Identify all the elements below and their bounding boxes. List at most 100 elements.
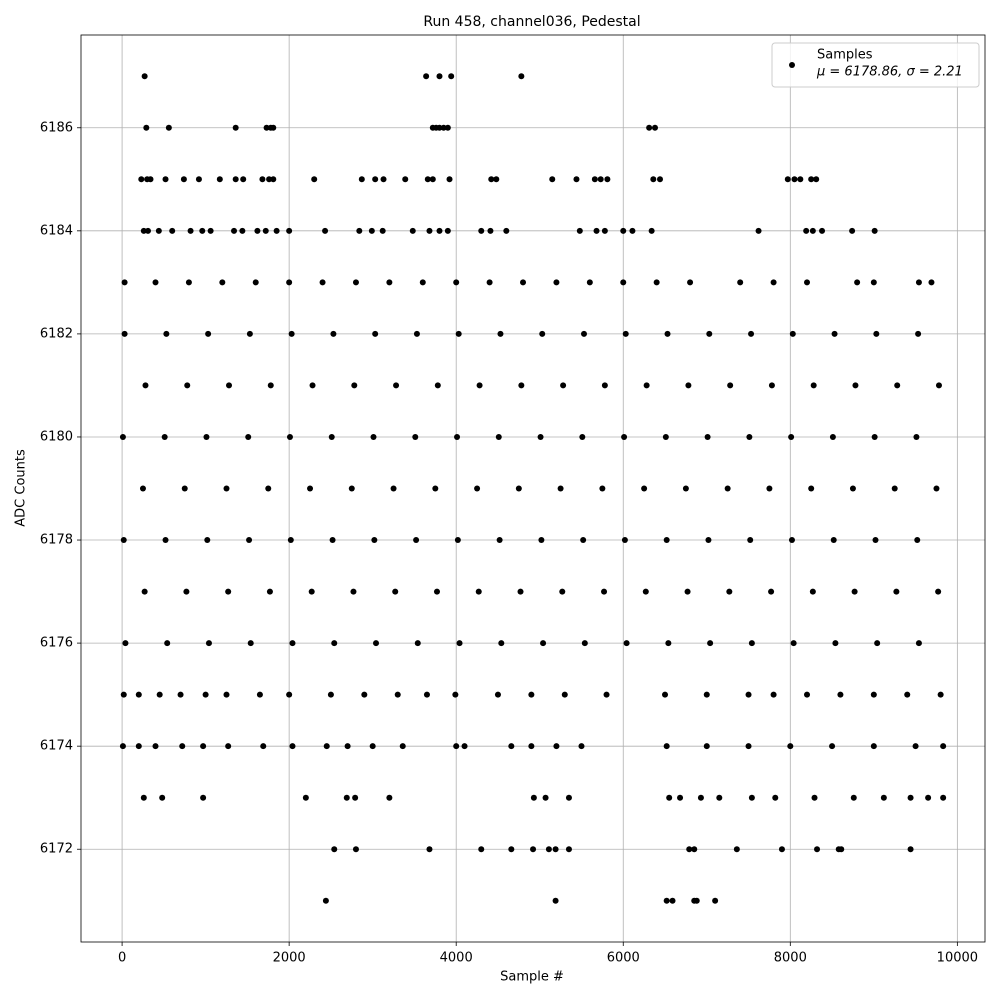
- data-point: [135, 691, 142, 698]
- y-tick-label: 6176: [40, 636, 73, 651]
- data-point: [256, 691, 263, 698]
- data-point: [152, 743, 159, 750]
- data-point: [629, 227, 636, 234]
- data-point: [621, 433, 628, 440]
- data-point: [423, 691, 430, 698]
- data-point: [849, 227, 856, 234]
- data-point: [829, 433, 836, 440]
- data-point: [579, 433, 586, 440]
- data-point: [164, 640, 171, 647]
- data-point: [872, 537, 879, 544]
- legend-stats: μ = 6178.86, σ = 2.21: [816, 65, 963, 80]
- data-point: [454, 537, 461, 544]
- data-point: [165, 124, 172, 131]
- data-point: [565, 794, 572, 801]
- data-point: [745, 743, 752, 750]
- data-point: [880, 794, 887, 801]
- data-point: [518, 382, 525, 389]
- data-point: [814, 846, 821, 853]
- data-point: [703, 691, 710, 698]
- data-point: [578, 743, 585, 750]
- data-point: [601, 588, 608, 595]
- data-point: [140, 794, 147, 801]
- data-point: [163, 330, 170, 337]
- data-point: [727, 382, 734, 389]
- data-point: [162, 537, 169, 544]
- data-point: [319, 279, 326, 286]
- data-point: [703, 743, 710, 750]
- data-point: [755, 227, 762, 234]
- data-point: [788, 433, 795, 440]
- data-point: [372, 176, 379, 183]
- data-point: [664, 330, 671, 337]
- data-point: [830, 537, 837, 544]
- data-point: [685, 382, 692, 389]
- x-tick-label: 4000: [440, 951, 473, 966]
- data-point: [205, 640, 212, 647]
- data-point: [745, 691, 752, 698]
- data-point: [693, 897, 700, 904]
- data-point: [538, 537, 545, 544]
- data-point: [662, 433, 669, 440]
- data-point: [141, 588, 148, 595]
- data-point: [119, 743, 126, 750]
- data-point: [790, 640, 797, 647]
- x-tick-label: 0: [118, 951, 126, 966]
- data-point: [581, 640, 588, 647]
- y-tick-label: 6182: [40, 326, 73, 341]
- data-point: [207, 227, 214, 234]
- data-point: [205, 330, 212, 337]
- data-point: [161, 433, 168, 440]
- data-point: [270, 124, 277, 131]
- marks-layer: [119, 73, 947, 904]
- plot-frame: [80, 34, 986, 943]
- data-point: [432, 485, 439, 492]
- data-point: [419, 279, 426, 286]
- data-point: [508, 846, 515, 853]
- data-point: [837, 691, 844, 698]
- data-point: [808, 485, 815, 492]
- legend-marker: [789, 62, 795, 68]
- data-point: [455, 330, 462, 337]
- data-point: [576, 227, 583, 234]
- data-point: [140, 227, 147, 234]
- data-point: [770, 279, 777, 286]
- data-point: [493, 176, 500, 183]
- data-point: [508, 743, 515, 750]
- data-point: [686, 846, 693, 853]
- chart-title: Run 458, channel036, Pedestal: [423, 14, 640, 30]
- data-point: [935, 382, 942, 389]
- data-point: [352, 846, 359, 853]
- data-point: [573, 176, 580, 183]
- data-point: [225, 743, 232, 750]
- data-point: [141, 73, 148, 80]
- data-point: [515, 485, 522, 492]
- data-point: [152, 279, 159, 286]
- data-point: [528, 743, 535, 750]
- data-point: [245, 433, 252, 440]
- data-point: [386, 279, 393, 286]
- data-point: [179, 743, 186, 750]
- data-point: [748, 330, 755, 337]
- data-point: [495, 433, 502, 440]
- data-point: [370, 433, 377, 440]
- data-point: [368, 227, 375, 234]
- data-point: [180, 176, 187, 183]
- data-point: [323, 743, 330, 750]
- data-point: [871, 433, 878, 440]
- data-point: [651, 124, 658, 131]
- data-point: [622, 330, 629, 337]
- data-point: [593, 227, 600, 234]
- data-point: [561, 691, 568, 698]
- data-point: [262, 227, 269, 234]
- data-point: [200, 794, 207, 801]
- data-point: [252, 279, 259, 286]
- data-point: [870, 279, 877, 286]
- data-point: [329, 537, 336, 544]
- data-point: [265, 485, 272, 492]
- x-tick-label: 6000: [607, 951, 640, 966]
- data-point: [159, 794, 166, 801]
- data-point: [663, 897, 670, 904]
- data-point: [181, 485, 188, 492]
